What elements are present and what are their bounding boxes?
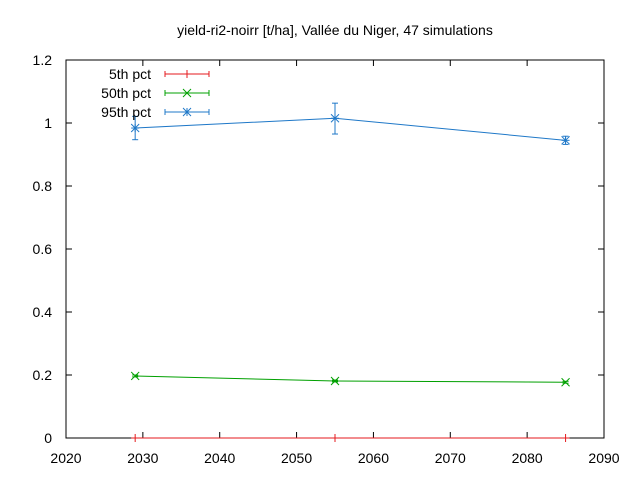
y-tick-label-4: 0.8 bbox=[33, 178, 53, 194]
series-layer bbox=[130, 102, 570, 442]
data-point-0-1 bbox=[331, 434, 339, 442]
data-point-0-2 bbox=[561, 434, 570, 442]
data-point-0-0 bbox=[131, 434, 140, 442]
series-2 bbox=[130, 102, 570, 145]
legend-marker-2 bbox=[182, 107, 192, 117]
series-line-2 bbox=[135, 117, 566, 141]
x-tick-label-3: 2050 bbox=[281, 450, 312, 466]
legend-marker-1 bbox=[182, 88, 192, 98]
y-tick-label-3: 0.6 bbox=[33, 241, 53, 257]
legend-label-2: 95th pct bbox=[101, 104, 151, 120]
chart-title: yield-ri2-noirr [t/ha], Vallée du Niger,… bbox=[177, 22, 493, 38]
y-tick-label-6: 1.2 bbox=[33, 52, 53, 68]
series-0 bbox=[131, 434, 570, 442]
y-tick-label-1: 0.2 bbox=[33, 367, 53, 383]
y-tick-label-5: 1 bbox=[44, 115, 52, 131]
x-tick-label-4: 2060 bbox=[358, 450, 389, 466]
data-point-2-1 bbox=[330, 113, 340, 123]
series-line-1 bbox=[135, 375, 566, 383]
axis-ticks: 2020 2030 2040 2050 2060 2070 2080 2090 0 0.2 0.4 0… bbox=[33, 52, 620, 466]
data-point-2-0 bbox=[130, 123, 140, 133]
x-tick-label-5: 2070 bbox=[435, 450, 466, 466]
y-tick-label-0: 0 bbox=[44, 430, 52, 446]
legend: 5th pct 50th pct 95th pct bbox=[101, 66, 210, 120]
legend-marker-0 bbox=[183, 70, 191, 78]
data-point-1-2 bbox=[561, 377, 570, 387]
legend-label-0: 5th pct bbox=[109, 66, 151, 82]
x-tick-label-2: 2040 bbox=[204, 450, 235, 466]
series-1 bbox=[130, 371, 570, 387]
data-point-1-1 bbox=[330, 376, 340, 386]
data-point-1-0 bbox=[130, 371, 140, 381]
x-tick-label-0: 2020 bbox=[50, 450, 81, 466]
y-tick-label-2: 0.4 bbox=[33, 304, 53, 320]
data-point-2-2 bbox=[561, 135, 570, 145]
x-tick-label-1: 2030 bbox=[127, 450, 158, 466]
x-tick-label-7: 2090 bbox=[588, 450, 619, 466]
legend-label-1: 50th pct bbox=[101, 85, 151, 101]
x-tick-label-6: 2080 bbox=[512, 450, 543, 466]
